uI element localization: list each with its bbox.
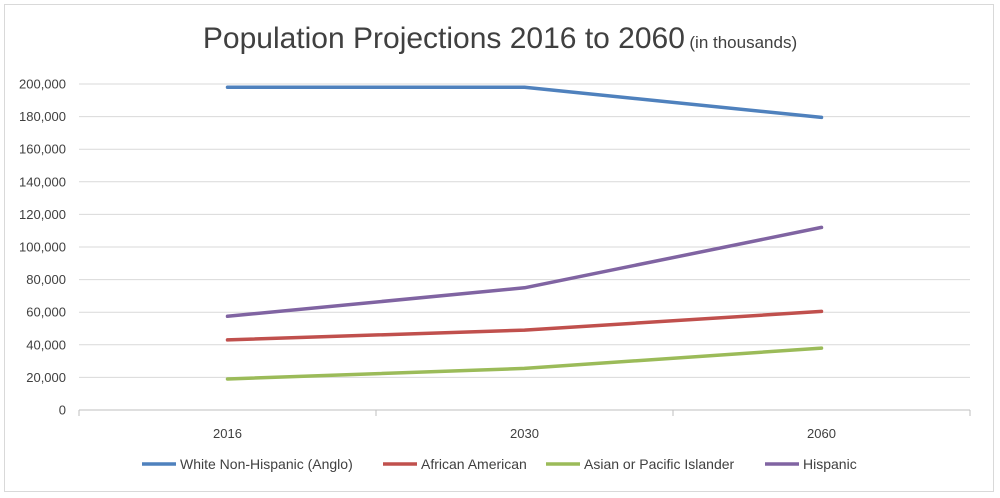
y-tick-label: 40,000 [26, 337, 66, 352]
series-line-hispanic [225, 225, 824, 319]
data-point-african-american [820, 309, 823, 313]
data-point-hispanic [820, 225, 823, 229]
chart-title-main: Population Projections 2016 to 2060 [202, 22, 685, 55]
data-point-hispanic [523, 286, 526, 290]
data-point-white-non-hispanic-anglo [523, 85, 526, 89]
data-point-asian-or-pacific-islander [226, 377, 229, 381]
y-tick-label: 100,000 [19, 240, 66, 255]
legend-label: African American [421, 456, 527, 472]
series-line-african-american [225, 309, 824, 342]
chart-title-subtitle: (in thousands) [689, 33, 798, 52]
chart-frame [4, 4, 994, 492]
x-tick-label: 2060 [807, 426, 836, 441]
y-tick-label: 160,000 [19, 142, 66, 157]
y-tick-label: 180,000 [19, 109, 66, 124]
y-tick-label: 200,000 [19, 77, 66, 92]
series-line-white-non-hispanic-anglo [225, 85, 824, 120]
data-point-african-american [523, 328, 526, 332]
y-tick-label: 20,000 [26, 370, 66, 385]
legend-label: Hispanic [803, 456, 857, 472]
data-point-white-non-hispanic-anglo [820, 115, 823, 119]
chart-title: Population Projections 2016 to 2060 (in … [0, 22, 1000, 56]
legend-label: Asian or Pacific Islander [584, 456, 735, 472]
y-tick-label: 0 [59, 403, 66, 418]
legend-label: White Non-Hispanic (Anglo) [180, 456, 353, 472]
y-tick-label: 60,000 [26, 305, 66, 320]
data-point-asian-or-pacific-islander [523, 366, 526, 370]
y-tick-label: 120,000 [19, 207, 66, 222]
data-point-asian-or-pacific-islander [820, 346, 823, 350]
y-axis-tick-labels: 0 20,000 40,000 60,000 80,000 100,000 120,000 1… [19, 77, 66, 418]
x-tick-label: 2016 [213, 426, 242, 441]
data-point-african-american [226, 338, 229, 342]
series-line-asian-or-pacific-islander [225, 346, 824, 381]
data-point-hispanic [226, 314, 229, 318]
series-lines [225, 85, 824, 381]
y-tick-label: 140,000 [19, 174, 66, 189]
x-axis: 2016 2030 2060 [78, 409, 971, 441]
gridlines [79, 83, 970, 378]
x-tick-label: 2030 [510, 426, 539, 441]
data-point-white-non-hispanic-anglo [226, 85, 229, 89]
y-tick-label: 80,000 [26, 272, 66, 287]
legend: White Non-Hispanic (Anglo) African Americ… [142, 456, 857, 472]
